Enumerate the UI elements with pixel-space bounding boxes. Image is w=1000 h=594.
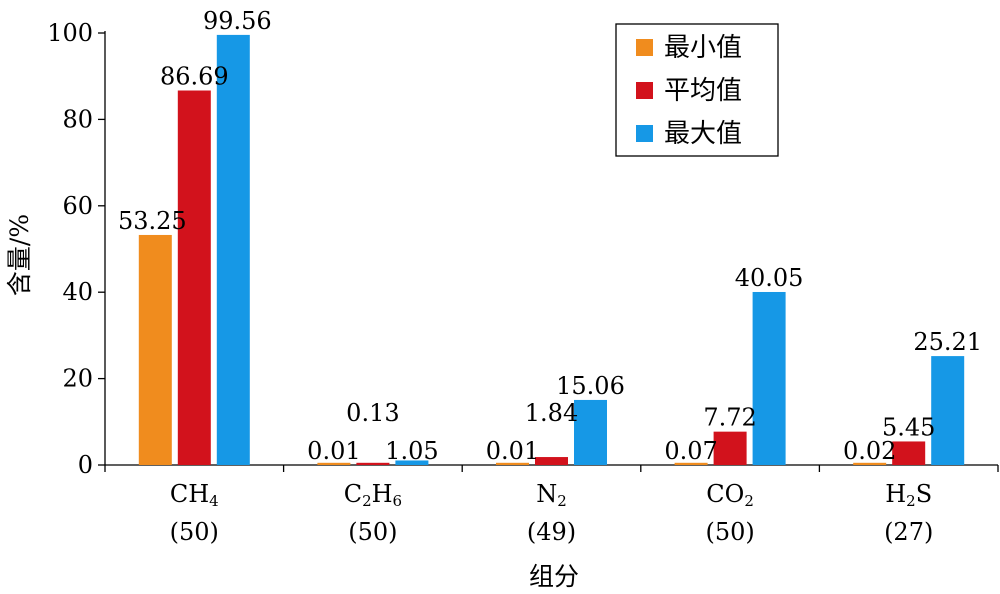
bar (317, 462, 351, 465)
formula-text: CO (706, 480, 744, 508)
formula-text: S (916, 480, 932, 508)
category-count: (27) (884, 518, 933, 546)
category-formula: C2H6 (344, 480, 402, 510)
y-tick-label: 40 (62, 278, 93, 306)
formula-text: H (885, 480, 906, 508)
category-count: (50) (705, 518, 754, 546)
bar (574, 399, 607, 465)
y-tick-label: 60 (62, 192, 93, 220)
data-label: 53.25 (118, 207, 187, 235)
data-label: 86.69 (160, 62, 229, 90)
y-tick-label: 0 (78, 451, 93, 479)
legend-label: 最小值 (664, 33, 742, 63)
formula-text: C (170, 480, 188, 508)
category-count: (49) (527, 518, 576, 546)
data-label: 15.06 (556, 372, 625, 400)
legend-swatch (636, 39, 653, 56)
bar (674, 462, 708, 465)
legend-label: 最大值 (664, 119, 742, 149)
y-tick-label: 80 (62, 105, 93, 133)
bar (892, 441, 926, 465)
data-label: 1.05 (385, 437, 438, 465)
category-formula: H2S (885, 480, 932, 510)
category-labels: CH4(50)C2H6(50)N2(49)CO2(50)H2S(27) (170, 480, 934, 546)
formula-text: H (372, 480, 393, 508)
bar (395, 460, 429, 465)
formula-subscript: 6 (393, 492, 403, 510)
bar (713, 431, 747, 465)
data-label: 5.45 (882, 413, 935, 441)
formula-text: H (188, 480, 209, 508)
category-formula: CO2 (706, 480, 754, 510)
legend-swatch (636, 82, 653, 99)
data-labels: 53.25 86.69 99.56 0.01 0.13 1.05 0.01 1.8415.06… (118, 7, 982, 465)
formula-text: C (344, 480, 362, 508)
category-formula: CH4 (170, 480, 219, 510)
legend-swatch (636, 125, 653, 142)
data-label: 0.01 (307, 437, 360, 465)
bar (356, 462, 390, 465)
data-label: 0.01 (486, 437, 539, 465)
bar (138, 234, 172, 465)
y-tick-label: 20 (62, 365, 93, 393)
data-label: 40.05 (735, 264, 804, 292)
data-label: 0.13 (346, 399, 399, 427)
data-label: 0.07 (664, 437, 717, 465)
data-label: 0.02 (843, 437, 896, 465)
bar (535, 457, 568, 465)
data-label: 1.84 (525, 399, 578, 427)
formula-subscript: 2 (744, 492, 754, 510)
y-axis-title: 含量/% (5, 214, 34, 296)
bars (138, 34, 965, 466)
formula-subscript: 2 (362, 492, 372, 510)
category-count: (50) (170, 518, 219, 546)
legend-label: 平均值 (664, 76, 742, 106)
formula-subscript: 2 (906, 492, 916, 510)
bar (496, 462, 529, 465)
bar (853, 462, 887, 465)
formula-subscript: 2 (557, 492, 567, 510)
formula-text: N (536, 480, 557, 508)
data-label: 7.72 (703, 404, 756, 432)
category-formula: N2 (536, 480, 567, 510)
axes: 0 20 40 60 80 100 (47, 19, 999, 479)
data-label: 25.21 (913, 328, 982, 356)
x-axis-title: 组分 (529, 562, 579, 591)
bar (177, 90, 211, 465)
formula-subscript: 4 (209, 492, 219, 510)
data-label: 99.56 (203, 7, 272, 35)
y-tick-label: 100 (47, 19, 93, 47)
category-count: (50) (348, 518, 397, 546)
bar (752, 291, 786, 465)
bar (931, 356, 965, 465)
bar (216, 34, 250, 466)
